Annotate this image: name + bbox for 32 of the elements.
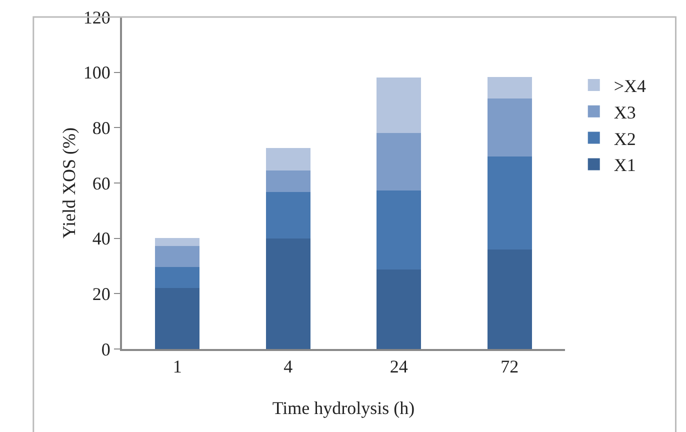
y-tick-label: 0 bbox=[101, 339, 110, 360]
y-axis-title: Yield XOS (%) bbox=[59, 128, 79, 238]
x-axis-title: Time hydrolysis (h) bbox=[272, 398, 415, 418]
legend-label: X1 bbox=[614, 155, 636, 176]
bar bbox=[376, 133, 422, 190]
bar bbox=[155, 288, 200, 349]
y-tick-label: 20 bbox=[92, 284, 110, 304]
bar bbox=[487, 98, 532, 156]
bar bbox=[266, 238, 310, 349]
bar bbox=[487, 76, 532, 98]
bar bbox=[266, 192, 310, 238]
x-tick-label: 24 bbox=[390, 356, 408, 377]
bar bbox=[266, 148, 310, 170]
x-tick-label: 1 bbox=[172, 356, 182, 377]
bar bbox=[155, 238, 200, 246]
legend-label: X3 bbox=[614, 102, 636, 122]
bar bbox=[376, 78, 422, 134]
x-tick-label: 4 bbox=[284, 356, 293, 377]
bar bbox=[155, 246, 200, 267]
bar bbox=[266, 170, 310, 192]
y-tick-label: 100 bbox=[83, 62, 110, 83]
bar bbox=[487, 156, 532, 250]
y-tick-label: 80 bbox=[92, 118, 110, 138]
legend-label: X2 bbox=[614, 128, 636, 149]
y-tick-label: 40 bbox=[92, 228, 110, 249]
bar bbox=[376, 269, 422, 349]
legend-label: >X4 bbox=[614, 76, 646, 96]
y-tick-label: 60 bbox=[92, 173, 110, 194]
bar bbox=[487, 249, 532, 349]
bar bbox=[155, 266, 200, 288]
x-tick-label: 72 bbox=[500, 356, 519, 377]
bar bbox=[376, 190, 422, 270]
